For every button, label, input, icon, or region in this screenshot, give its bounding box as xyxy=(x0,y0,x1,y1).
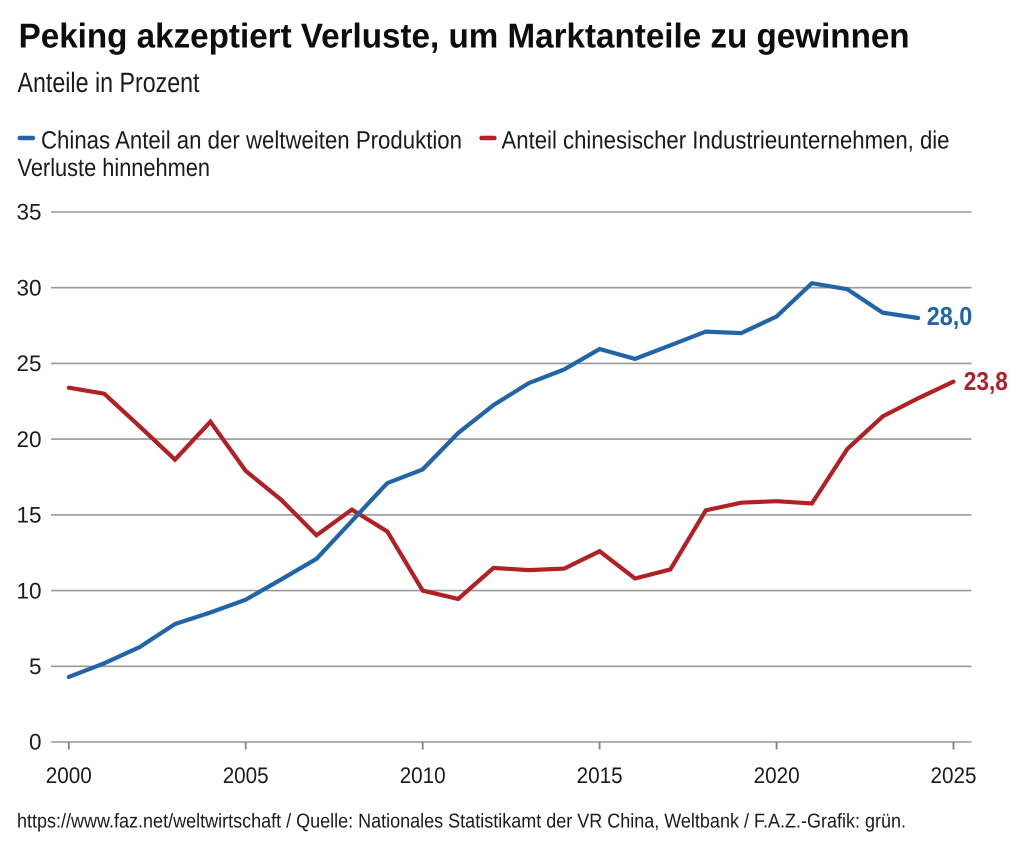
svg-text:Chinas Anteil an der weltweite: Chinas Anteil an der weltweiten Produkti… xyxy=(41,127,462,155)
svg-text:5: 5 xyxy=(29,654,42,679)
svg-text:2025: 2025 xyxy=(931,763,977,788)
svg-text:https://www.faz.net/weltwirtsc: https://www.faz.net/weltwirtschaft / Que… xyxy=(17,811,906,833)
svg-text:2015: 2015 xyxy=(577,763,623,788)
svg-text:2010: 2010 xyxy=(400,763,446,788)
svg-text:2000: 2000 xyxy=(46,763,92,788)
svg-text:25: 25 xyxy=(16,351,41,376)
svg-text:Anteil chinesischer Industrieu: Anteil chinesischer Industrieunternehmen… xyxy=(502,127,950,155)
svg-text:0: 0 xyxy=(29,730,42,755)
svg-text:10: 10 xyxy=(16,578,41,603)
svg-text:Anteile in Prozent: Anteile in Prozent xyxy=(18,67,200,98)
svg-text:23,8: 23,8 xyxy=(964,366,1008,396)
svg-text:2020: 2020 xyxy=(754,763,800,788)
svg-text:35: 35 xyxy=(16,200,41,225)
svg-text:30: 30 xyxy=(16,275,41,300)
svg-text:Verluste hinnehmen: Verluste hinnehmen xyxy=(18,154,211,182)
svg-text:2005: 2005 xyxy=(223,763,269,788)
svg-text:15: 15 xyxy=(16,503,41,528)
svg-text:Peking akzeptiert Verluste, um: Peking akzeptiert Verluste, um Marktante… xyxy=(19,18,910,56)
svg-text:20: 20 xyxy=(16,427,41,452)
svg-text:28,0: 28,0 xyxy=(927,301,973,331)
